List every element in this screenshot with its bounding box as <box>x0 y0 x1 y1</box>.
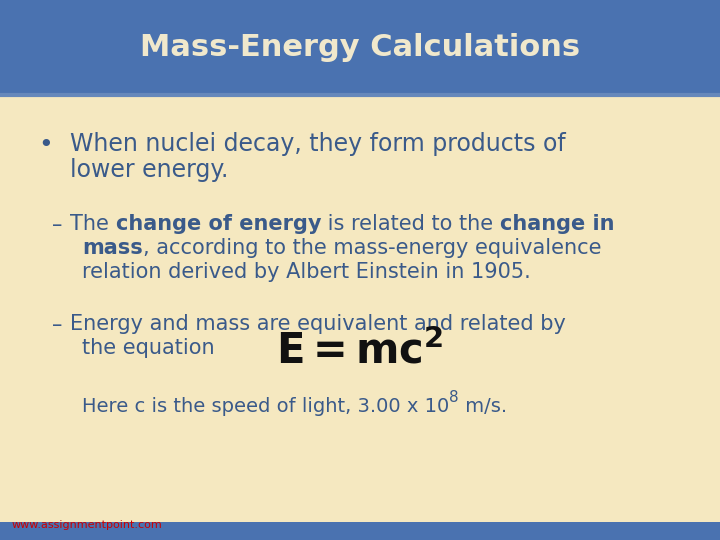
Text: 8: 8 <box>449 390 459 406</box>
Text: •: • <box>38 132 53 157</box>
Text: When nuclei decay, they form products of: When nuclei decay, they form products of <box>70 132 566 157</box>
Text: change in: change in <box>500 214 614 234</box>
Text: is related to the: is related to the <box>321 214 500 234</box>
Text: Mass-Energy Calculations: Mass-Energy Calculations <box>140 33 580 62</box>
Text: Energy and mass are equivalent and related by: Energy and mass are equivalent and relat… <box>70 314 566 334</box>
Bar <box>0 0 720 94</box>
Text: Here c is the speed of light, 3.00 x 10: Here c is the speed of light, 3.00 x 10 <box>82 396 449 415</box>
Text: $\mathbf{E = mc^2}$: $\mathbf{E = mc^2}$ <box>276 330 444 373</box>
Text: relation derived by Albert Einstein in 1905.: relation derived by Albert Einstein in 1… <box>82 262 531 282</box>
Text: The: The <box>70 214 115 234</box>
Bar <box>0 522 720 540</box>
Text: , according to the mass-energy equivalence: , according to the mass-energy equivalen… <box>143 239 601 259</box>
Text: –: – <box>52 214 63 234</box>
Text: lower energy.: lower energy. <box>70 159 228 183</box>
Text: m/s.: m/s. <box>459 396 507 415</box>
Text: the equation: the equation <box>82 339 215 359</box>
Text: –: – <box>52 314 63 334</box>
Text: change of energy: change of energy <box>115 214 321 234</box>
Text: www.assignmentpoint.com: www.assignmentpoint.com <box>12 520 163 530</box>
Text: mass: mass <box>82 239 143 259</box>
